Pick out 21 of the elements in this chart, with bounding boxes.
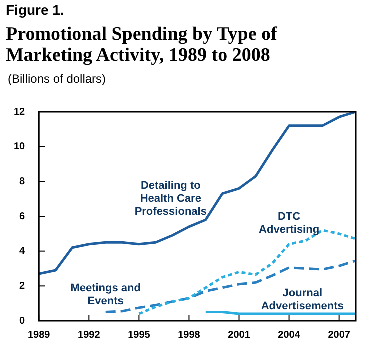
chart-title: Promotional Spending by Type of Marketing Activity, 1989 to 2008	[6, 24, 278, 66]
series-label: Journal Advertisements	[261, 288, 344, 313]
x-tick-label: 1998	[178, 330, 201, 341]
y-tick-label: 2	[20, 280, 26, 292]
series-label: Meetings and Events	[70, 282, 141, 308]
y-tick-label: 12	[14, 106, 26, 118]
y-tick-label: 8	[20, 176, 26, 188]
x-tick-label: 2001	[228, 330, 251, 341]
y-tick-label: 10	[14, 142, 26, 153]
series-label: DTC Advertising	[259, 211, 320, 236]
series-label: Detailing to Health Care Professionals	[134, 180, 207, 218]
y-axis-title: (Billions of dollars)	[8, 72, 106, 86]
x-tick-label: 1995	[128, 330, 151, 341]
x-tick-label: 1989	[28, 330, 51, 341]
caption: Figure 1.	[6, 2, 64, 18]
y-tick-label: 0	[20, 316, 26, 327]
x-tick-label: 1992	[78, 330, 101, 341]
y-tick-label: 6	[20, 211, 26, 222]
x-tick-label: 2004	[278, 330, 301, 341]
x-tick-label: 2007	[328, 330, 351, 341]
y-tick-label: 4	[20, 246, 26, 258]
